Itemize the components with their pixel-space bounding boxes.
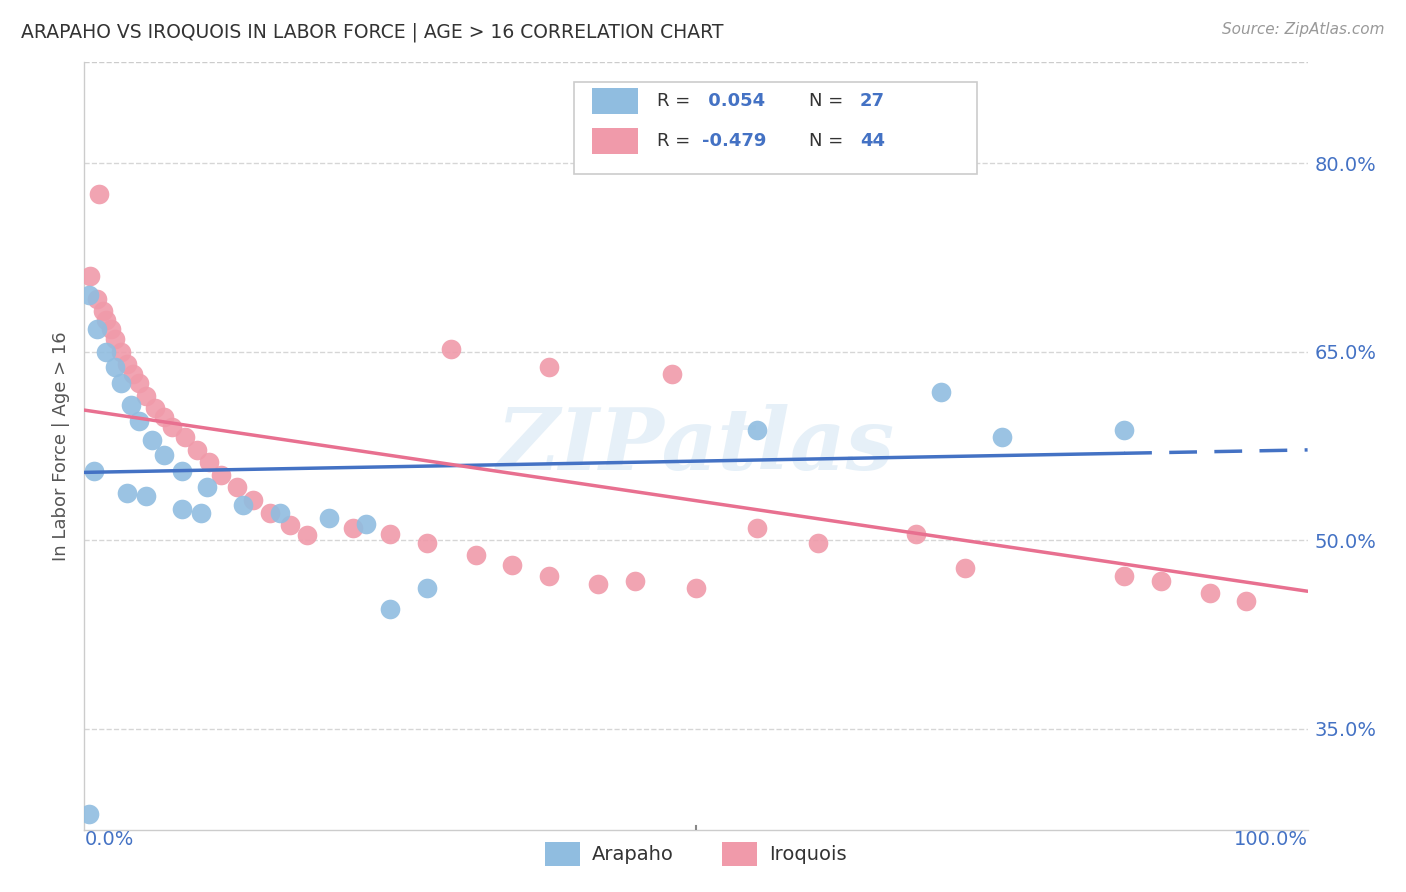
Point	[464, 549, 486, 563]
Point	[128, 414, 150, 428]
Point	[86, 292, 108, 306]
Point	[172, 464, 194, 478]
Text: N =: N =	[808, 132, 848, 150]
Point	[318, 510, 340, 524]
Point	[79, 269, 101, 284]
Point	[624, 574, 647, 588]
Point	[153, 448, 176, 462]
Point	[135, 389, 157, 403]
Point	[135, 489, 157, 503]
Point	[807, 536, 830, 550]
Point	[162, 420, 184, 434]
Text: -0.479: -0.479	[702, 132, 766, 150]
Point	[278, 518, 301, 533]
Text: 100.0%: 100.0%	[1233, 830, 1308, 848]
Point	[354, 516, 377, 531]
Point	[173, 430, 195, 444]
Point	[1150, 574, 1173, 588]
Point	[1198, 586, 1220, 600]
Text: ZIPatlas: ZIPatlas	[496, 404, 896, 488]
Point	[586, 577, 609, 591]
Point	[380, 527, 402, 541]
Point	[295, 528, 318, 542]
Point	[502, 558, 524, 573]
Point	[661, 368, 683, 382]
Point	[259, 506, 281, 520]
Point	[269, 506, 291, 520]
Point	[1114, 423, 1136, 437]
Point	[100, 322, 122, 336]
Point	[685, 581, 707, 595]
Legend: Arapaho, Iroquois: Arapaho, Iroquois	[537, 834, 855, 873]
Point	[143, 401, 166, 416]
FancyBboxPatch shape	[574, 81, 977, 174]
Point	[96, 313, 118, 327]
Text: N =: N =	[808, 92, 848, 110]
Point	[440, 342, 463, 356]
FancyBboxPatch shape	[592, 87, 638, 114]
Point	[747, 423, 769, 437]
Point	[1236, 593, 1258, 607]
Y-axis label: In Labor Force | Age > 16: In Labor Force | Age > 16	[52, 331, 70, 561]
Point	[232, 498, 254, 512]
Point	[77, 807, 100, 822]
Point	[83, 464, 105, 478]
Point	[87, 187, 110, 202]
Point	[115, 357, 138, 371]
Text: ARAPAHO VS IROQUOIS IN LABOR FORCE | AGE > 16 CORRELATION CHART: ARAPAHO VS IROQUOIS IN LABOR FORCE | AGE…	[21, 22, 724, 42]
Point	[91, 304, 114, 318]
Point	[226, 481, 249, 495]
Point	[905, 527, 928, 541]
Text: Source: ZipAtlas.com: Source: ZipAtlas.com	[1222, 22, 1385, 37]
Text: 44: 44	[860, 132, 884, 150]
Point	[104, 332, 127, 346]
Point	[141, 433, 163, 447]
FancyBboxPatch shape	[592, 128, 638, 153]
Point	[110, 376, 132, 391]
Point	[380, 602, 402, 616]
Point	[115, 485, 138, 500]
Point	[747, 521, 769, 535]
Point	[172, 501, 194, 516]
Point	[186, 442, 208, 457]
Point	[209, 467, 232, 482]
Point	[416, 581, 439, 595]
Point	[342, 521, 364, 535]
Point	[77, 288, 100, 302]
Point	[153, 410, 176, 425]
Point	[120, 397, 142, 411]
Point	[991, 430, 1014, 444]
Point	[104, 359, 127, 374]
Text: 27: 27	[860, 92, 884, 110]
Point	[190, 506, 212, 520]
Point	[416, 536, 439, 550]
Text: R =: R =	[657, 92, 696, 110]
Point	[128, 376, 150, 391]
Text: 0.0%: 0.0%	[84, 830, 134, 848]
Point	[110, 344, 132, 359]
Point	[86, 322, 108, 336]
Point	[1114, 568, 1136, 582]
Point	[195, 481, 218, 495]
Point	[953, 561, 976, 575]
Point	[122, 368, 145, 382]
Text: 0.054: 0.054	[702, 92, 765, 110]
Point	[96, 344, 118, 359]
Point	[538, 359, 561, 374]
Point	[538, 568, 561, 582]
Text: R =: R =	[657, 132, 696, 150]
Point	[242, 493, 264, 508]
Point	[198, 455, 221, 469]
Point	[929, 384, 952, 399]
